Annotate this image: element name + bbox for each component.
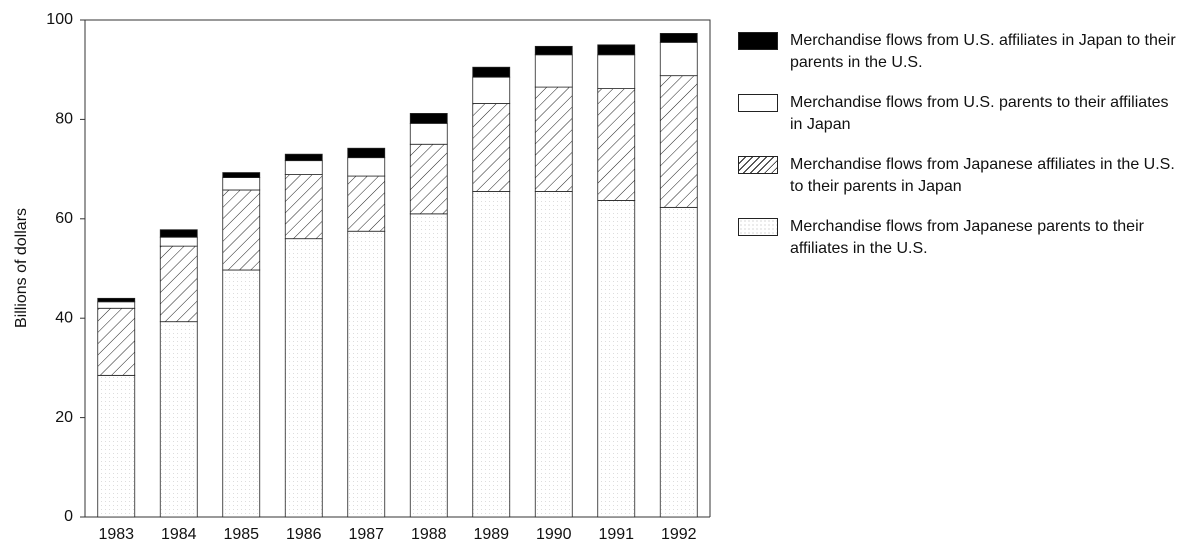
bar-segment <box>159 236 198 247</box>
bar-segment <box>659 33 698 43</box>
bar-segment <box>97 307 136 376</box>
bar-segment <box>222 269 261 518</box>
bar-segment <box>97 374 136 518</box>
bar-segment <box>347 175 386 232</box>
bar-segment <box>159 229 198 238</box>
x-tick-label: 1990 <box>536 526 572 543</box>
bar-segment <box>534 191 573 518</box>
y-tick-label: 80 <box>55 111 73 128</box>
legend-label: Merchandise flows from Japanese affiliat… <box>790 156 1175 195</box>
legend-item: Merchandise flows from Japanese affiliat… <box>738 154 1178 198</box>
y-tick-label: 20 <box>55 409 73 426</box>
x-tick-label: 1986 <box>286 526 322 543</box>
bar-segment <box>347 147 386 159</box>
bar-segment <box>409 122 448 145</box>
bar-segment <box>659 75 698 208</box>
y-tick-label: 40 <box>55 309 73 326</box>
bar-segment <box>409 213 448 518</box>
bar-segment <box>534 86 573 192</box>
legend-swatch <box>738 94 778 112</box>
x-tick-label: 1985 <box>223 526 259 543</box>
plot-frame <box>84 19 711 517</box>
bar-segment <box>284 174 323 240</box>
bar-segment <box>597 54 636 89</box>
bar-segment <box>409 143 448 215</box>
bar-segment <box>659 41 698 77</box>
bar-segment <box>597 44 636 56</box>
y-tick-label: 60 <box>55 210 73 227</box>
x-tick-label: 1983 <box>98 526 134 543</box>
bar-segment <box>534 54 573 88</box>
bar-segment <box>97 297 136 303</box>
bar-segment <box>472 191 511 518</box>
legend-item: Merchandise flows from U.S. parents to t… <box>738 92 1178 136</box>
legend-swatch <box>738 32 778 50</box>
y-tick-label: 0 <box>64 508 73 525</box>
x-tick-label: 1988 <box>411 526 447 543</box>
bar-segment <box>159 245 198 323</box>
bar-segment <box>347 230 386 518</box>
bar-segment <box>284 160 323 175</box>
legend-swatch <box>738 156 778 174</box>
bar-segment <box>222 189 261 271</box>
bar-segment <box>284 153 323 162</box>
bar-segment <box>97 301 136 309</box>
bar-segment <box>159 321 198 518</box>
chart: Billions of dollars 0 20 40 60 80 100 1983 1984… <box>13 11 711 543</box>
x-tick-label: 1989 <box>473 526 509 543</box>
x-tick-label: 1991 <box>598 526 634 543</box>
bar-segment <box>659 206 698 518</box>
bar-segment <box>597 200 636 518</box>
bar-segment <box>472 103 511 192</box>
y-axis-label: Billions of dollars <box>13 208 30 328</box>
bar-segment <box>597 88 636 201</box>
bar-segment <box>222 172 261 178</box>
x-tick-label: 1987 <box>348 526 384 543</box>
y-tick-label: 100 <box>46 11 73 28</box>
legend-label: Merchandise flows from U.S. affiliates i… <box>790 32 1176 71</box>
bar-segment <box>472 76 511 104</box>
legend-item: Merchandise flows from U.S. affiliates i… <box>738 30 1178 74</box>
x-tick-label: 1992 <box>661 526 697 543</box>
legend-item: Merchandise flows from Japanese parents … <box>738 216 1178 260</box>
bar-segment <box>409 113 448 124</box>
bar-segment <box>472 66 511 78</box>
bar-segment <box>534 45 573 56</box>
legend-label: Merchandise flows from U.S. parents to t… <box>790 94 1169 133</box>
x-tick-label: 1984 <box>161 526 197 543</box>
legend-label: Merchandise flows from Japanese parents … <box>790 218 1144 257</box>
bar-segment <box>284 238 323 518</box>
bar-segment <box>347 157 386 177</box>
legend-swatch <box>738 218 778 236</box>
bar-segment <box>222 177 261 191</box>
legend: Merchandise flows from U.S. affiliates i… <box>738 30 1178 278</box>
